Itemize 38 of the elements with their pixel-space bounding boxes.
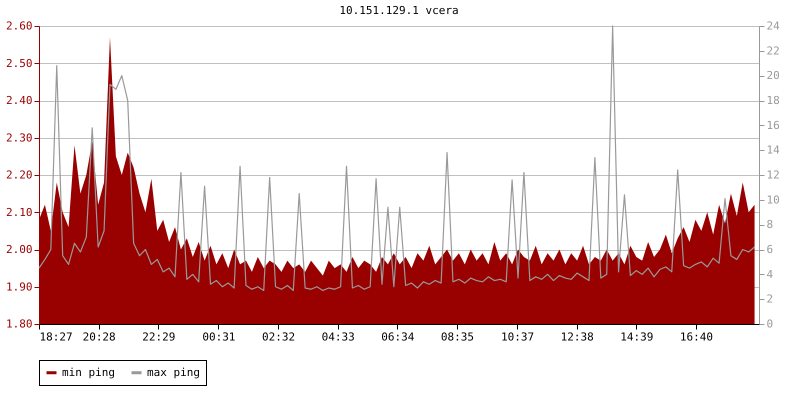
x-tick-label: 06:34: [381, 330, 415, 344]
chart-title: 10.151.129.1 vcera: [339, 4, 459, 17]
y2-tick-label: 14: [766, 144, 780, 157]
y-tick-label: 1.90: [6, 280, 32, 294]
y-tick-label: 2.40: [6, 94, 32, 107]
x-tick-label: 00:31: [202, 330, 236, 344]
x-tick-label: 14:39: [620, 330, 654, 344]
x-tick-label: 02:32: [262, 330, 296, 344]
y-tick-label: 2.50: [6, 56, 32, 70]
x-tick-label: 22:29: [142, 330, 176, 344]
x-tick-label: 20:28: [82, 330, 116, 344]
y2-tick-label: 16: [766, 118, 780, 132]
y2-tick-label: 12: [766, 168, 780, 182]
y-tick-label: 2.20: [6, 168, 32, 182]
y2-tick-label: 20: [766, 69, 780, 82]
y2-tick-label: 24: [766, 20, 780, 32]
y-tick-label: 1.80: [6, 318, 32, 330]
x-tick-label: 16:40: [680, 330, 713, 344]
y2-tick-label: 0: [766, 318, 774, 330]
y2-tick-label: 6: [766, 243, 774, 256]
y2-tick-label: 22: [766, 44, 780, 58]
y2-tick-label: 8: [766, 218, 774, 232]
x-tick-label: 10:37: [500, 330, 534, 344]
x-tick-label: 08:35: [440, 330, 474, 344]
y-tick-label: 2.60: [6, 20, 32, 32]
line-series: [38, 25, 756, 292]
x-tick-label: 12:38: [560, 330, 594, 344]
y2-tick-label: 10: [766, 193, 780, 206]
y-tick-label: 2.00: [6, 243, 32, 256]
x-tick-label: 04:33: [322, 330, 355, 344]
y-tick-label: 2.10: [6, 206, 32, 219]
y2-tick-label: 2: [766, 292, 774, 306]
y2-tick-label: 18: [766, 94, 780, 107]
y-tick-label: 2.30: [6, 131, 32, 144]
x-tick-label: 18:27: [40, 330, 73, 344]
legend-label: min ping: [62, 366, 115, 379]
y2-tick-label: 4: [766, 268, 774, 281]
legend-label: max ping: [147, 366, 200, 379]
